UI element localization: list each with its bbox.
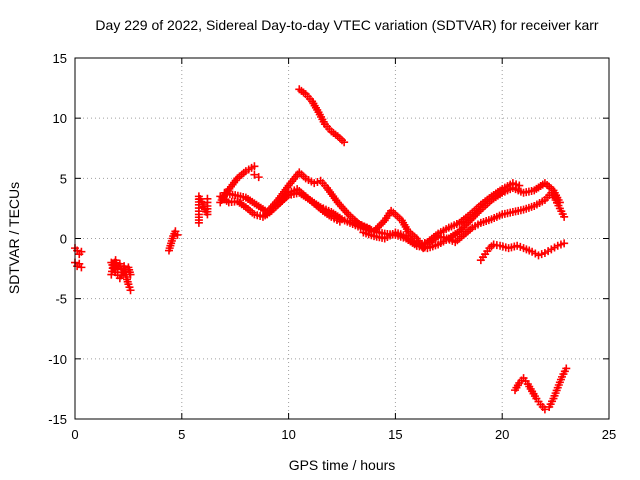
series-s13 (348, 188, 569, 253)
data-point (471, 211, 480, 220)
data-point (466, 216, 475, 225)
series-s2 (71, 258, 86, 272)
y-tick-label: -10 (48, 352, 67, 367)
series-s6 (194, 192, 212, 227)
series-s16 (511, 364, 571, 414)
series-s10 (250, 170, 263, 182)
data-point (378, 218, 387, 227)
data-point (77, 263, 86, 272)
plot-frame (74, 57, 610, 420)
data-point (173, 230, 182, 239)
data-point (467, 214, 476, 223)
grid-lines (75, 58, 609, 419)
series-s12 (295, 85, 349, 147)
data-point (250, 170, 259, 179)
data-point (254, 173, 263, 182)
data-point (515, 181, 524, 190)
data-point (457, 225, 466, 234)
data-point (540, 405, 549, 414)
x-tick-label: 10 (281, 427, 295, 442)
data-point (562, 364, 571, 373)
chart-title: Day 229 of 2022, Sidereal Day-to-day VTE… (95, 17, 598, 33)
x-tick-label: 25 (602, 427, 616, 442)
x-tick-label: 0 (71, 427, 78, 442)
series-s1 (71, 244, 86, 259)
data-point (340, 138, 349, 147)
data-point (555, 198, 564, 207)
data-point (560, 212, 569, 221)
data-point (371, 225, 380, 234)
y-tick-label: -5 (55, 292, 67, 307)
data-point (459, 223, 468, 232)
y-tick-label: 15 (53, 51, 67, 66)
x-tick-label: 15 (388, 427, 402, 442)
x-axis-label: GPS time / hours (289, 457, 396, 473)
series-s5 (164, 227, 182, 255)
data-point (473, 209, 482, 218)
data-point (475, 207, 484, 216)
data-point (377, 220, 386, 229)
y-tick-label: -15 (48, 412, 67, 427)
data-point (77, 247, 86, 256)
data-point (469, 212, 478, 221)
y-tick-label: 0 (60, 232, 67, 247)
data-point (560, 239, 569, 248)
y-tick-label: 10 (53, 111, 67, 126)
data-point (250, 162, 259, 171)
data-point (464, 218, 473, 227)
series-s15 (476, 239, 569, 265)
data-point (203, 194, 212, 203)
y-tick-label: 5 (60, 171, 67, 186)
data-point (373, 223, 382, 232)
data-point (460, 221, 469, 230)
data-point (126, 286, 135, 295)
axis-ticks: 0 5 10 15 20 25 -15 -10 -5 0 5 10 15 (48, 51, 616, 442)
data-points (71, 85, 571, 414)
series-s4 (107, 258, 135, 283)
data-point (455, 227, 464, 236)
x-tick-label: 20 (495, 427, 509, 442)
x-tick-label: 5 (178, 427, 185, 442)
data-point (375, 221, 384, 230)
data-point (462, 220, 471, 229)
series-s14 (359, 179, 564, 253)
data-point (126, 270, 135, 279)
y-axis-label: SDTVAR / TECUs (6, 182, 22, 294)
